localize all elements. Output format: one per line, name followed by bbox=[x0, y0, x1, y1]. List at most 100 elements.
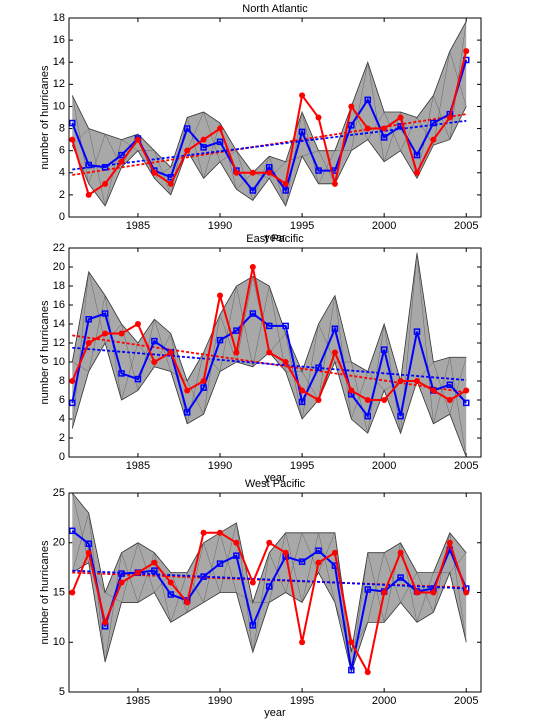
y-tick-label: 12 bbox=[53, 78, 65, 90]
band-mesh bbox=[236, 592, 253, 603]
y-tick-label: 6 bbox=[59, 145, 65, 157]
marker-square bbox=[200, 144, 207, 151]
y-tick-label: 0 bbox=[59, 451, 65, 463]
panel-title: East Pacific bbox=[246, 233, 304, 245]
band-mesh bbox=[318, 150, 336, 184]
marker-circle bbox=[69, 378, 76, 384]
band-mesh bbox=[137, 552, 155, 603]
band-mesh bbox=[301, 532, 319, 603]
marker-circle bbox=[430, 136, 437, 143]
marker-circle bbox=[217, 529, 224, 536]
marker-square bbox=[364, 586, 371, 593]
y-tick-label: 6 bbox=[59, 394, 65, 406]
band-mesh bbox=[203, 532, 221, 603]
marker-circle bbox=[249, 169, 256, 176]
marker-circle bbox=[381, 589, 388, 596]
band-mesh bbox=[154, 319, 171, 372]
marker-square bbox=[101, 310, 109, 317]
marker-square bbox=[315, 364, 322, 371]
marker-square bbox=[216, 336, 224, 344]
marker-circle bbox=[381, 125, 388, 132]
x-tick-label: 1990 bbox=[208, 220, 232, 232]
marker-square bbox=[69, 399, 76, 407]
marker-square bbox=[200, 384, 207, 391]
band-mesh bbox=[72, 493, 89, 563]
panel: North Atlantic 0 2 4 6 8 10 12 14 16 18 1985 1990 199… bbox=[39, 3, 482, 244]
marker-circle bbox=[69, 589, 76, 596]
marker-circle bbox=[69, 136, 76, 143]
marker-circle bbox=[102, 619, 109, 626]
band-mesh bbox=[416, 252, 434, 424]
x-tick-label: 1985 bbox=[126, 220, 150, 232]
marker-circle bbox=[348, 639, 355, 646]
marker-circle bbox=[200, 136, 207, 143]
band-mesh bbox=[351, 106, 368, 140]
band-mesh bbox=[269, 333, 286, 353]
marker-circle bbox=[463, 589, 470, 596]
band-fill bbox=[72, 252, 467, 457]
panel-title: West Pacific bbox=[245, 478, 306, 490]
band-mesh bbox=[72, 361, 89, 372]
axes-box bbox=[68, 247, 482, 458]
marker-square bbox=[167, 591, 175, 598]
marker-circle bbox=[463, 387, 470, 394]
marker-circle bbox=[151, 559, 158, 566]
marker-square bbox=[249, 187, 257, 194]
marker-square bbox=[462, 399, 470, 407]
band-mesh bbox=[449, 357, 467, 457]
marker-square bbox=[266, 164, 273, 171]
y-tick-label: 14 bbox=[53, 56, 65, 68]
marker-circle bbox=[266, 349, 273, 356]
band-mesh bbox=[72, 512, 89, 573]
x-tick-label: 2000 bbox=[372, 695, 396, 707]
band-mesh bbox=[367, 62, 385, 162]
marker-circle bbox=[348, 387, 355, 394]
marker-circle bbox=[118, 158, 125, 165]
x-tick-label: 2000 bbox=[372, 460, 396, 472]
band-fill bbox=[72, 493, 467, 673]
marker-circle bbox=[315, 114, 322, 121]
marker-circle bbox=[85, 191, 92, 198]
marker-circle bbox=[397, 378, 404, 384]
marker-circle bbox=[167, 180, 174, 187]
marker-square bbox=[331, 325, 339, 332]
y-tick-label: 20 bbox=[53, 261, 65, 273]
marker-square bbox=[151, 337, 158, 345]
marker-circle bbox=[134, 321, 141, 327]
marker-circle bbox=[184, 147, 191, 154]
y-tick-label: 15 bbox=[53, 586, 65, 598]
band-mesh bbox=[367, 552, 385, 623]
x-tick-label: 2005 bbox=[454, 460, 478, 472]
marker-square bbox=[118, 370, 125, 377]
band-mesh bbox=[416, 95, 434, 179]
marker-square bbox=[446, 381, 454, 389]
marker-circle bbox=[430, 589, 437, 596]
plot-area bbox=[69, 21, 470, 207]
marker-circle bbox=[233, 539, 240, 546]
marker-circle bbox=[249, 264, 256, 270]
axes-box bbox=[68, 17, 482, 218]
band-mesh bbox=[318, 323, 336, 363]
marker-square bbox=[85, 540, 92, 547]
band-mesh bbox=[383, 552, 401, 603]
band-mesh bbox=[252, 552, 270, 653]
marker-square bbox=[397, 574, 404, 581]
band-fill bbox=[72, 21, 467, 206]
x-tick-label: 1985 bbox=[126, 695, 150, 707]
marker-square bbox=[216, 560, 224, 567]
plot-area bbox=[69, 493, 470, 676]
band-mesh bbox=[88, 128, 106, 206]
marker-circle bbox=[249, 579, 256, 586]
marker-circle bbox=[397, 549, 404, 556]
band-mesh bbox=[318, 532, 336, 603]
marker-square bbox=[380, 134, 388, 141]
band-mesh bbox=[383, 542, 401, 623]
x-tick-label: 2000 bbox=[372, 220, 396, 232]
marker-circle bbox=[299, 92, 306, 99]
band-mesh bbox=[170, 333, 188, 424]
x-tick-label: 1990 bbox=[208, 460, 232, 472]
band-mesh bbox=[334, 602, 352, 653]
y-tick-label: 10 bbox=[53, 356, 65, 368]
marker-circle bbox=[200, 529, 207, 536]
